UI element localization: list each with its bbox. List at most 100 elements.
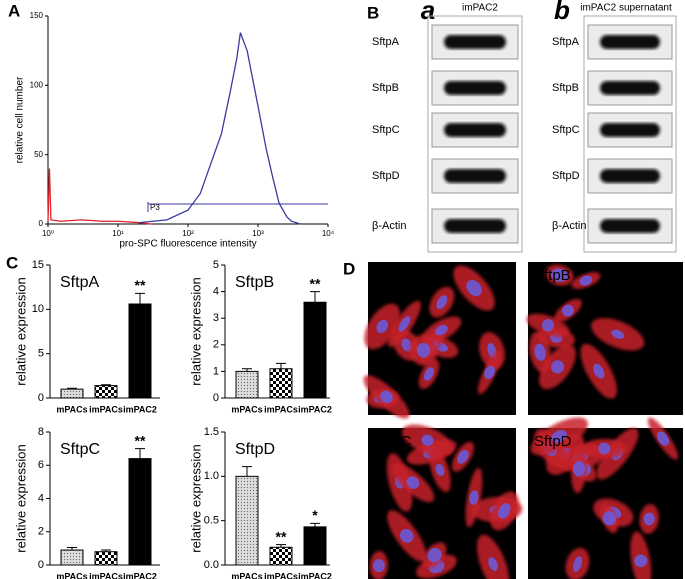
blot-band	[600, 123, 660, 137]
nucleus	[611, 329, 625, 339]
x-tick-label: 10⁴	[322, 229, 335, 238]
x-tick-label: imPAC2	[123, 571, 157, 579]
nucleus	[572, 556, 583, 572]
blot-title: imPAC2 supernatant	[580, 3, 672, 14]
blot-frame	[427, 15, 523, 253]
nucleus	[427, 547, 442, 563]
histogram-line	[139, 32, 301, 225]
gate-label: P3	[150, 203, 160, 212]
x-tick-label: 10³	[252, 229, 264, 238]
error-bar	[135, 448, 145, 459]
blot-row-label: SftpB	[552, 82, 579, 94]
nucleus	[551, 268, 568, 282]
nucleus	[602, 511, 617, 526]
nucleus	[435, 463, 445, 476]
y-tick-label: 100	[30, 80, 44, 89]
bar	[60, 388, 84, 399]
blot-band	[600, 219, 660, 233]
bar	[303, 526, 327, 566]
nucleus	[416, 342, 431, 358]
y-tick-label: 0	[213, 392, 219, 404]
x-tick-label: mPACs	[56, 404, 87, 414]
y-tick-label: 3	[213, 312, 219, 324]
error-bar	[242, 368, 252, 372]
error-bar	[67, 387, 77, 390]
nucleus	[598, 442, 611, 455]
y-tick-label: 5	[213, 259, 219, 271]
nucleus	[572, 461, 585, 477]
x-tick-label: mPACs	[231, 404, 262, 414]
error-bar	[135, 292, 145, 305]
blot-row-label: SftpD	[372, 170, 400, 182]
bar	[128, 303, 152, 399]
x-tick-label: mPACs	[56, 571, 87, 579]
nucleus	[380, 390, 393, 404]
x-tick-label: imPAC2	[298, 404, 332, 414]
blot-band	[600, 81, 660, 95]
error-bar	[276, 362, 286, 369]
y-tick-label: 50	[34, 150, 43, 159]
nucleus	[401, 338, 413, 352]
blot-band	[600, 35, 660, 49]
chart-title: SftpC	[60, 441, 100, 458]
nucleus	[550, 360, 565, 374]
x-axis-label: pro-SPC fluorescence intensity	[119, 239, 256, 250]
nucleus	[436, 295, 448, 310]
blot-row-label: SftpA	[552, 36, 580, 48]
y-tick-label: 10	[32, 303, 44, 315]
y-tick-label: 5	[38, 348, 44, 360]
x-tick-label: imPAC2	[123, 404, 157, 414]
x-tick-label: 10²	[182, 229, 194, 238]
y-tick-label: 2	[213, 339, 219, 351]
image-label: SftpC	[374, 433, 412, 450]
image-label: SftpA	[374, 267, 411, 284]
bar	[235, 370, 259, 399]
blot-letter: b	[554, 0, 570, 25]
image-label: SftpD	[534, 433, 572, 450]
nucleus	[406, 476, 420, 489]
error-bar	[310, 291, 320, 303]
y-tick-label: 1	[213, 365, 219, 377]
bar	[303, 301, 327, 399]
x-tick-label: 10⁰	[42, 229, 54, 238]
micrograph: SftpD	[528, 417, 683, 579]
x-tick-label: imPACs	[264, 404, 298, 414]
nucleus	[421, 434, 434, 446]
y-tick-label: 2	[38, 526, 44, 538]
blot-row-label: SftpB	[372, 82, 399, 94]
nucleus	[376, 319, 389, 334]
y-axis-label: relative expression	[13, 444, 28, 552]
error-bar	[276, 544, 286, 548]
nucleus	[534, 343, 546, 361]
y-tick-label: 4	[38, 492, 44, 504]
error-bar	[101, 384, 111, 386]
significance: **	[310, 275, 321, 291]
nucleus	[541, 319, 555, 332]
blot-frame	[583, 15, 677, 253]
blot-row-label: β-Actin	[372, 220, 406, 232]
blot-row-label: SftpC	[372, 124, 400, 136]
bar	[269, 368, 293, 399]
micrograph: SftpC	[368, 424, 523, 579]
y-axis-label: relative expression	[13, 277, 28, 385]
blot-band	[444, 81, 506, 95]
nucleus	[457, 449, 469, 464]
blot-row-label: SftpD	[552, 170, 580, 182]
nucleus	[579, 275, 593, 286]
significance: *	[312, 507, 318, 523]
error-bar	[67, 547, 77, 551]
panel-label: A	[8, 1, 20, 20]
y-tick-label: 150	[30, 11, 44, 20]
y-tick-label: 0.0	[204, 559, 219, 571]
y-tick-label: 0.5	[204, 515, 219, 527]
blot-row-label: β-Actin	[552, 220, 586, 232]
nucleus	[643, 512, 655, 526]
panel-label: B	[367, 3, 379, 22]
nucleus	[593, 363, 605, 379]
blot-band	[444, 35, 506, 49]
x-tick-label: imPACs	[89, 571, 123, 579]
y-tick-label: 6	[38, 459, 44, 471]
x-tick-label: imPACs	[89, 404, 123, 414]
y-tick-label: 8	[38, 426, 44, 438]
